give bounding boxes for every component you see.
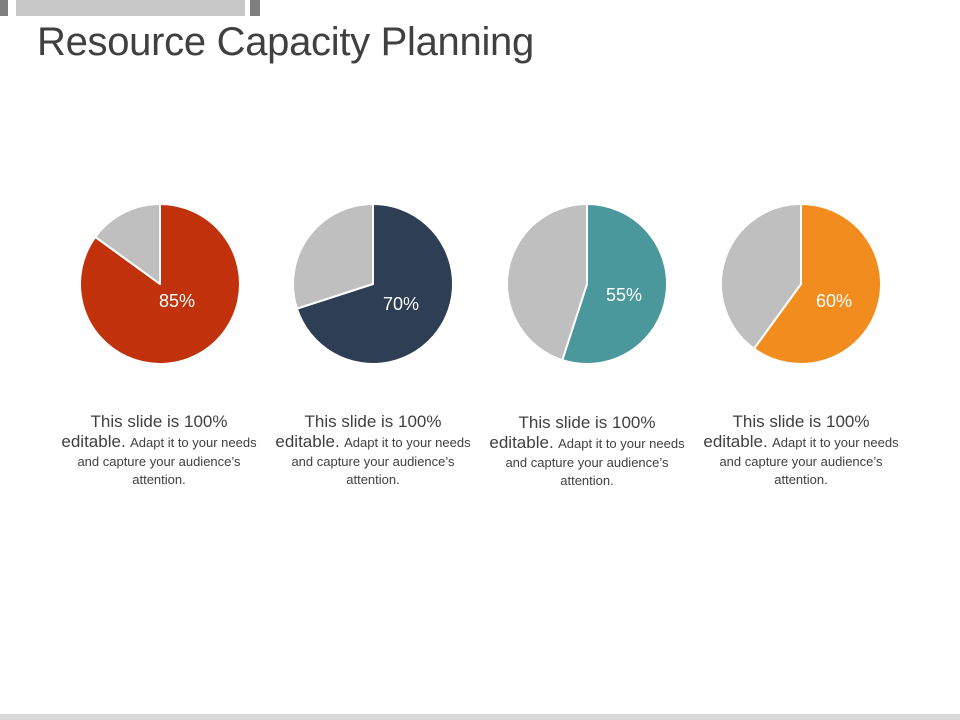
caption-3-lead-line-1: This slide is 100%	[518, 413, 656, 432]
caption-4-body: Adapt it to your needs and capture your …	[719, 435, 899, 488]
pie-3-value-slice	[561, 203, 668, 365]
pie-1-percent-label: 85%	[159, 291, 195, 311]
caption-3-body: Adapt it to your needs and capture your …	[505, 436, 685, 489]
caption-3: This slide is 100% editable. Adapt it to…	[487, 413, 687, 491]
pie-1-remainder-slice	[94, 203, 161, 285]
caption-3-lead-line-2: editable.	[489, 433, 554, 453]
caption-1-lead-line-2: editable.	[61, 432, 126, 452]
pie-chart-3: 55%	[506, 203, 668, 365]
caption-4-lead-line-2: editable.	[703, 432, 768, 452]
caption-1-body: Adapt it to your needs and capture your …	[77, 435, 257, 488]
pie-4-remainder-slice	[720, 203, 802, 350]
caption-2-lead-line-2: editable.	[275, 432, 340, 452]
pie-2-remainder-slice	[292, 203, 374, 310]
pie-4-percent-label: 60%	[816, 291, 852, 311]
slide-title: Resource Capacity Planning	[37, 20, 534, 64]
caption-1-lead-line-1: This slide is 100%	[90, 412, 228, 431]
pie-2-value-slice	[295, 203, 454, 365]
pie-3-remainder-slice	[506, 203, 588, 362]
pie-4-value-slice	[752, 203, 883, 365]
pie-chart-4: 60%	[720, 203, 883, 365]
top-accent-bar-left	[0, 0, 8, 16]
top-accent-bar-middle	[16, 0, 245, 16]
caption-4: This slide is 100% editable. Adapt it to…	[701, 412, 901, 490]
pie-chart-2: 70%	[292, 203, 454, 365]
caption-4-lead-line-1: This slide is 100%	[732, 412, 870, 431]
caption-2-body: Adapt it to your needs and capture your …	[291, 435, 471, 488]
pie-2-percent-label: 70%	[383, 294, 419, 314]
caption-2-lead-line-1: This slide is 100%	[304, 412, 442, 431]
pie-chart-1: 85%	[79, 203, 242, 365]
caption-1: This slide is 100% editable. Adapt it to…	[59, 412, 259, 490]
caption-2: This slide is 100% editable. Adapt it to…	[273, 412, 473, 490]
pie-3-percent-label: 55%	[606, 285, 642, 305]
top-accent-bar-right	[250, 0, 260, 16]
bottom-accent-bar	[0, 714, 960, 720]
